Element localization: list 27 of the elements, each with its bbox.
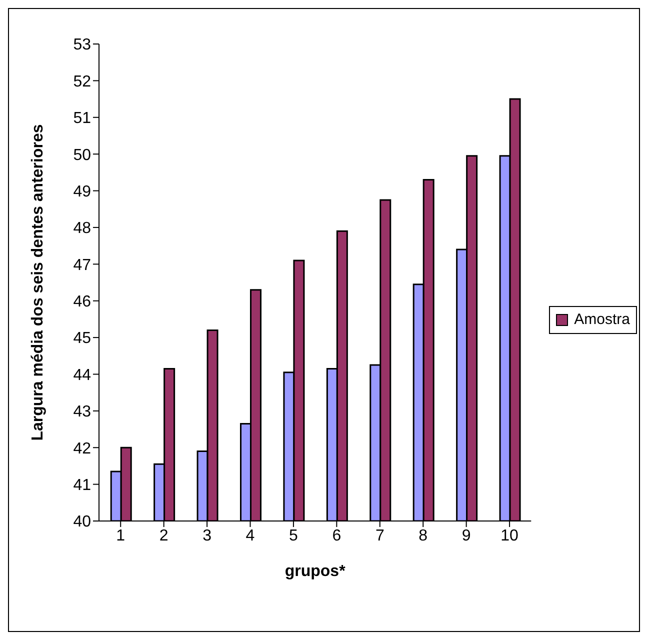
y-tick-label: 48 [73, 220, 92, 238]
x-tick-label: 2 [159, 527, 168, 544]
y-tick-label: 52 [73, 73, 92, 90]
x-tick-label: 10 [500, 527, 519, 544]
y-tick-label: 44 [73, 366, 92, 384]
x-tick-label: 9 [462, 527, 471, 544]
y-tick-label: 49 [73, 183, 92, 200]
y-tick-label: 40 [73, 514, 92, 531]
y-tick-label: 43 [73, 404, 92, 421]
x-tick-label: 3 [202, 527, 212, 544]
y-tick-label: 41 [73, 476, 92, 494]
y-tick-label: 50 [73, 146, 92, 164]
legend-label: Amostra [574, 310, 630, 330]
y-tick-label: 53 [73, 36, 92, 54]
x-tick-label: 8 [418, 527, 428, 544]
y-tick-label: 51 [73, 110, 92, 128]
y-axis-title: Largura média dos seis dentes anteriores [30, 124, 47, 441]
x-tick-label: 5 [289, 527, 298, 544]
y-tick-label: 46 [73, 294, 92, 311]
y-tick-label: 47 [73, 256, 92, 274]
x-tick-label: 7 [375, 527, 384, 544]
y-tick-label: 42 [73, 440, 92, 458]
x-tick-label: 6 [332, 527, 342, 544]
x-tick-label: 4 [246, 527, 255, 544]
x-axis-title: grupos* [284, 563, 346, 580]
x-tick-label: 1 [116, 527, 126, 544]
y-tick-label: 45 [73, 330, 92, 348]
